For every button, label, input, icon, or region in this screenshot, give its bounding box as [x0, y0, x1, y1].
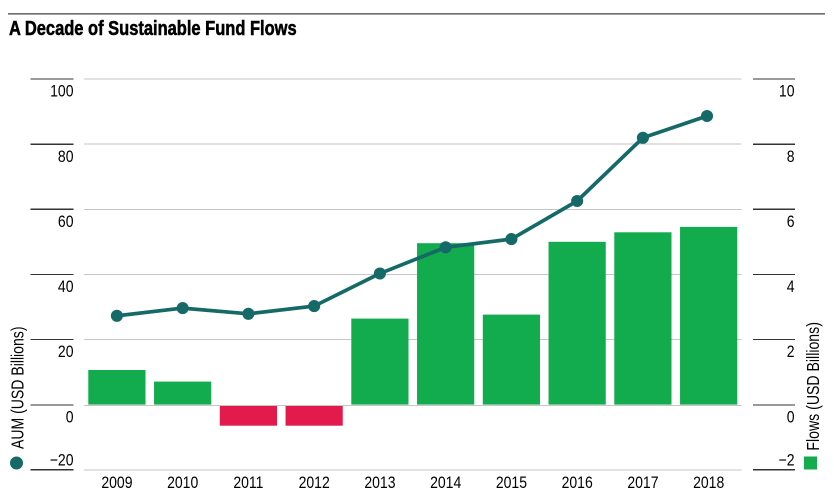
svg-text:40: 40	[58, 278, 74, 296]
svg-text:100: 100	[50, 83, 73, 101]
svg-text:AUM (USD Billions): AUM (USD Billions)	[8, 327, 28, 450]
svg-text:20: 20	[58, 343, 74, 361]
svg-text:80: 80	[58, 148, 74, 166]
svg-text:8: 8	[787, 148, 795, 166]
svg-text:Flows (USD Billions): Flows (USD Billions)	[803, 322, 823, 451]
svg-text:2009: 2009	[101, 474, 132, 492]
svg-text:2018: 2018	[693, 474, 724, 492]
svg-text:4: 4	[787, 278, 795, 296]
svg-text:2016: 2016	[562, 474, 593, 492]
svg-text:2011: 2011	[233, 474, 263, 492]
svg-text:2012: 2012	[299, 474, 330, 492]
svg-text:2014: 2014	[430, 474, 462, 492]
svg-text:A Decade of Sustainable Fund F: A Decade of Sustainable Fund Flows	[9, 16, 297, 39]
svg-text:2017: 2017	[627, 474, 658, 492]
svg-text:−2: −2	[779, 452, 795, 470]
svg-text:60: 60	[58, 213, 74, 231]
svg-text:0: 0	[787, 408, 795, 426]
svg-text:2: 2	[787, 343, 795, 361]
svg-text:2015: 2015	[496, 474, 527, 492]
svg-text:−20: −20	[50, 452, 74, 470]
svg-text:10: 10	[779, 83, 795, 101]
svg-text:0: 0	[66, 408, 74, 426]
svg-text:2013: 2013	[364, 474, 395, 492]
svg-text:2010: 2010	[167, 474, 198, 492]
svg-text:6: 6	[787, 213, 795, 231]
